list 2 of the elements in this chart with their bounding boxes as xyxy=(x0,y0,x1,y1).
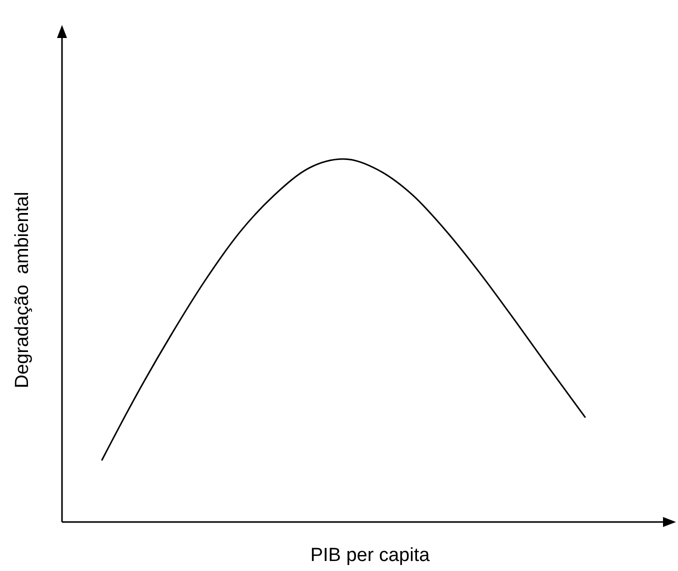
x-axis-title: PIB per capita xyxy=(310,545,430,566)
y-axis-title: Degradação ambiental xyxy=(12,192,33,388)
